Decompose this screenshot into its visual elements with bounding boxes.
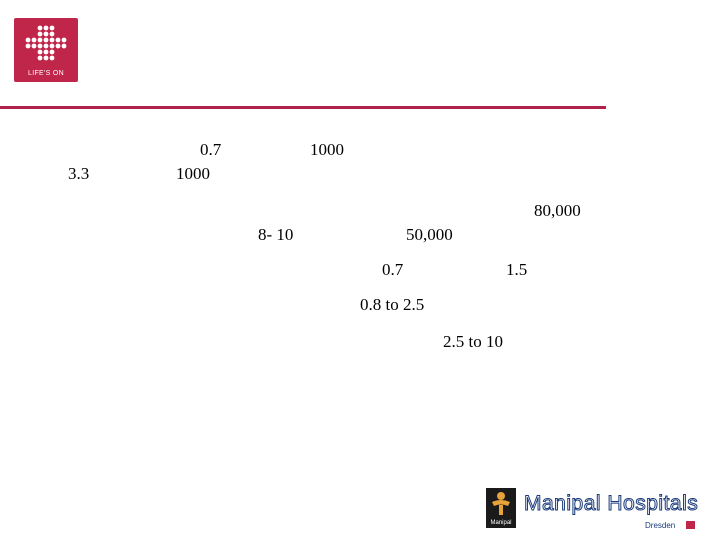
value-2-5-to-10: 2.5 to 10 bbox=[443, 332, 503, 351]
brand-name: Manipal Hospitals bbox=[523, 492, 699, 516]
value-1-5: 1.5 bbox=[506, 260, 528, 279]
value-80000: 80,000 bbox=[534, 201, 581, 220]
header-divider bbox=[0, 106, 606, 109]
emblem-label: Manipal bbox=[490, 520, 512, 526]
brand-flag-icon bbox=[686, 521, 695, 529]
value-0-7-middle: 0.7 bbox=[382, 260, 404, 279]
brand-subtitle: Dresden bbox=[645, 521, 676, 530]
value-1000-top: 1000 bbox=[310, 140, 344, 159]
cross-dots-icon bbox=[25, 25, 67, 61]
emblem-figure-icon bbox=[492, 492, 510, 515]
value-3-3: 3.3 bbox=[68, 164, 90, 183]
value-0-7-top: 0.7 bbox=[200, 140, 222, 159]
logo-caption: LIFE'S ON bbox=[28, 70, 64, 77]
value-8-10: 8- 10 bbox=[258, 225, 294, 244]
lifes-on-logo: LIFE'S ON bbox=[14, 18, 78, 82]
value-1000-left: 1000 bbox=[176, 164, 210, 183]
value-50000: 50,000 bbox=[406, 225, 453, 244]
value-0-8-to-2-5: 0.8 to 2.5 bbox=[360, 295, 425, 314]
manipal-emblem-icon: Manipal bbox=[486, 488, 516, 528]
